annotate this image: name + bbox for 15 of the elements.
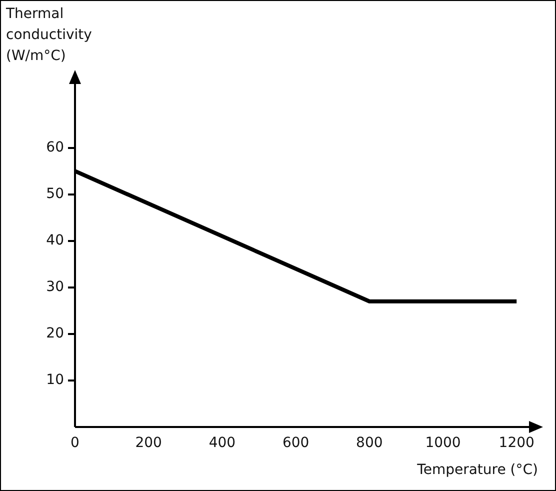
x-tick-label: 400 <box>208 435 236 452</box>
y-tick-label: 60 <box>46 139 64 156</box>
y-tick-label: 50 <box>46 186 64 202</box>
x-tick-label: 1000 <box>425 435 461 452</box>
y-tick-label: 30 <box>46 279 64 296</box>
x-tick-label: 800 <box>356 435 383 452</box>
x-tick-label: 600 <box>282 435 310 452</box>
y-tick-label: 40 <box>46 232 64 249</box>
y-tick-label: 10 <box>46 372 64 388</box>
x-tick-label: 1200 <box>498 435 534 452</box>
y-tick-label: 20 <box>46 326 64 342</box>
x-tick-label: 0 <box>70 435 80 452</box>
x-axis-title: Temperature (°C) <box>417 462 538 478</box>
x-tick-label: 200 <box>135 435 162 452</box>
y-axis-title: Thermal conductivity (W/m°C) <box>6 5 92 66</box>
